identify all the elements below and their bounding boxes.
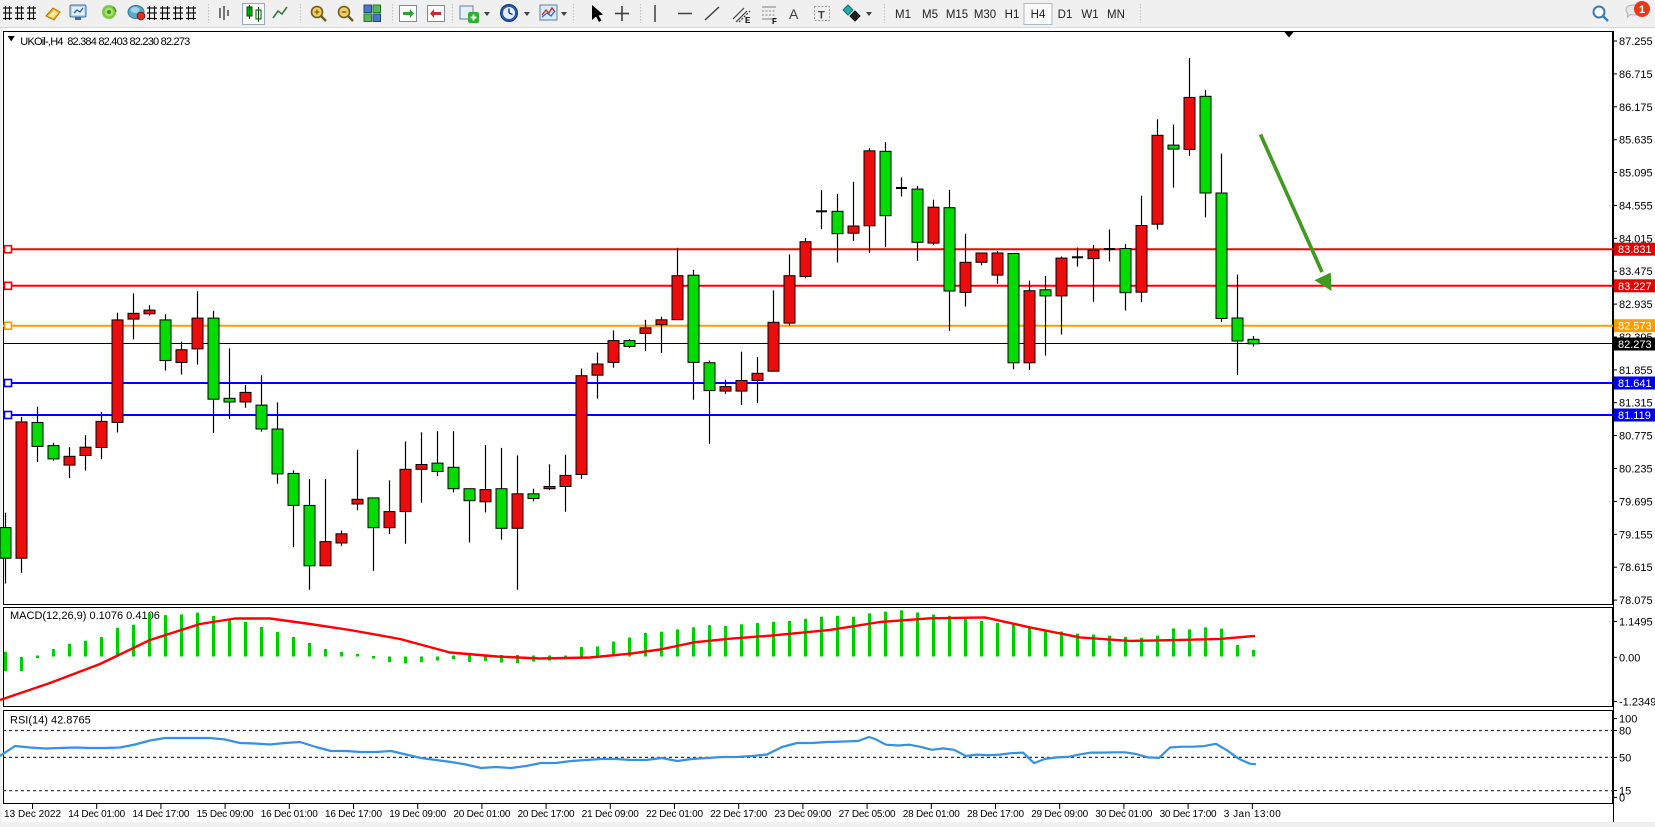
svg-text:1.1495: 1.1495 (1619, 616, 1653, 628)
svg-text:21 Dec 09:00: 21 Dec 09:00 (582, 809, 639, 820)
svg-text:M15: M15 (946, 9, 968, 21)
svg-text:19 Dec 09:00: 19 Dec 09:00 (389, 809, 446, 820)
svg-text:80: 80 (1619, 726, 1631, 738)
svg-text:80.235: 80.235 (1619, 464, 1653, 476)
svg-text:30 Dec 01:00: 30 Dec 01:00 (1095, 809, 1152, 820)
svg-text:0: 0 (1619, 792, 1625, 804)
svg-text:28 Dec 17:00: 28 Dec 17:00 (967, 809, 1024, 820)
svg-text:15: 15 (1619, 786, 1631, 798)
svg-text:MN: MN (1107, 9, 1125, 21)
svg-text:81.315: 81.315 (1619, 398, 1653, 410)
svg-text:H4: H4 (1031, 9, 1046, 21)
svg-text:81.119: 81.119 (1618, 410, 1651, 422)
svg-text:80.775: 80.775 (1619, 431, 1653, 443)
svg-text:85.095: 85.095 (1619, 168, 1653, 180)
svg-text:0.00: 0.00 (1619, 652, 1640, 664)
svg-text:85.635: 85.635 (1619, 135, 1653, 147)
svg-text:79.155: 79.155 (1619, 529, 1653, 541)
svg-text:W1: W1 (1081, 9, 1098, 21)
svg-text:UKOil-,H4 82.384 82.403 82.23: UKOil-,H4 82.384 82.403 82.230 82.273 (20, 36, 190, 48)
svg-text:M30: M30 (974, 9, 996, 21)
svg-text:16 Dec 01:00: 16 Dec 01:00 (261, 809, 318, 820)
svg-text:13 Dec 2022: 13 Dec 2022 (4, 809, 61, 820)
svg-text:86.175: 86.175 (1619, 102, 1653, 114)
svg-text:83.831: 83.831 (1618, 244, 1652, 256)
svg-text:-1.2349: -1.2349 (1619, 697, 1655, 709)
svg-text:15 Dec 09:00: 15 Dec 09:00 (197, 809, 254, 820)
svg-text:84.555: 84.555 (1619, 200, 1653, 212)
svg-text:RSI(14) 42.8765: RSI(14) 42.8765 (10, 715, 91, 727)
svg-text:3 Jan 13:00: 3 Jan 13:00 (1224, 809, 1281, 820)
svg-text:87.255: 87.255 (1619, 36, 1653, 48)
svg-text:83.227: 83.227 (1618, 281, 1652, 293)
svg-text:82.573: 82.573 (1618, 321, 1652, 333)
svg-text:83.475: 83.475 (1619, 266, 1653, 278)
svg-text:100: 100 (1619, 714, 1637, 726)
svg-text:M1: M1 (895, 9, 911, 21)
svg-text:22 Dec 17:00: 22 Dec 17:00 (710, 809, 767, 820)
svg-text:86.715: 86.715 (1619, 69, 1653, 81)
svg-text:50: 50 (1619, 752, 1631, 764)
svg-text:16 Dec 17:00: 16 Dec 17:00 (325, 809, 382, 820)
svg-text:D1: D1 (1058, 9, 1073, 21)
svg-text:81.641: 81.641 (1618, 378, 1652, 390)
svg-text:23 Dec 09:00: 23 Dec 09:00 (774, 809, 831, 820)
svg-text:A: A (789, 6, 799, 22)
svg-text:14 Dec 01:00: 14 Dec 01:00 (68, 809, 125, 820)
svg-text:78.615: 78.615 (1619, 562, 1653, 574)
svg-text:27 Dec 05:00: 27 Dec 05:00 (839, 809, 896, 820)
svg-text:20 Dec 01:00: 20 Dec 01:00 (453, 809, 510, 820)
svg-text:M5: M5 (922, 9, 938, 21)
svg-text:28 Dec 01:00: 28 Dec 01:00 (903, 809, 960, 820)
svg-text:22 Dec 01:00: 22 Dec 01:00 (646, 809, 703, 820)
svg-text:78.075: 78.075 (1619, 595, 1653, 607)
svg-text:1: 1 (1639, 4, 1645, 16)
svg-text:30 Dec 17:00: 30 Dec 17:00 (1160, 809, 1217, 820)
svg-text:20 Dec 17:00: 20 Dec 17:00 (518, 809, 575, 820)
svg-text:82.273: 82.273 (1618, 339, 1652, 351)
svg-text:H1: H1 (1005, 9, 1020, 21)
svg-text:79.695: 79.695 (1619, 496, 1653, 508)
svg-text:84.015: 84.015 (1619, 233, 1653, 245)
svg-text:T: T (818, 10, 825, 22)
svg-text:81.855: 81.855 (1619, 365, 1653, 377)
svg-text:82.935: 82.935 (1619, 299, 1653, 311)
svg-text:14 Dec 17:00: 14 Dec 17:00 (132, 809, 189, 820)
svg-text:29 Dec 09:00: 29 Dec 09:00 (1031, 809, 1088, 820)
svg-text:MACD(12,26,9) 0.1076 0.4106: MACD(12,26,9) 0.1076 0.4106 (10, 610, 160, 622)
svg-text:E: E (745, 16, 751, 25)
svg-text:F: F (772, 17, 777, 26)
